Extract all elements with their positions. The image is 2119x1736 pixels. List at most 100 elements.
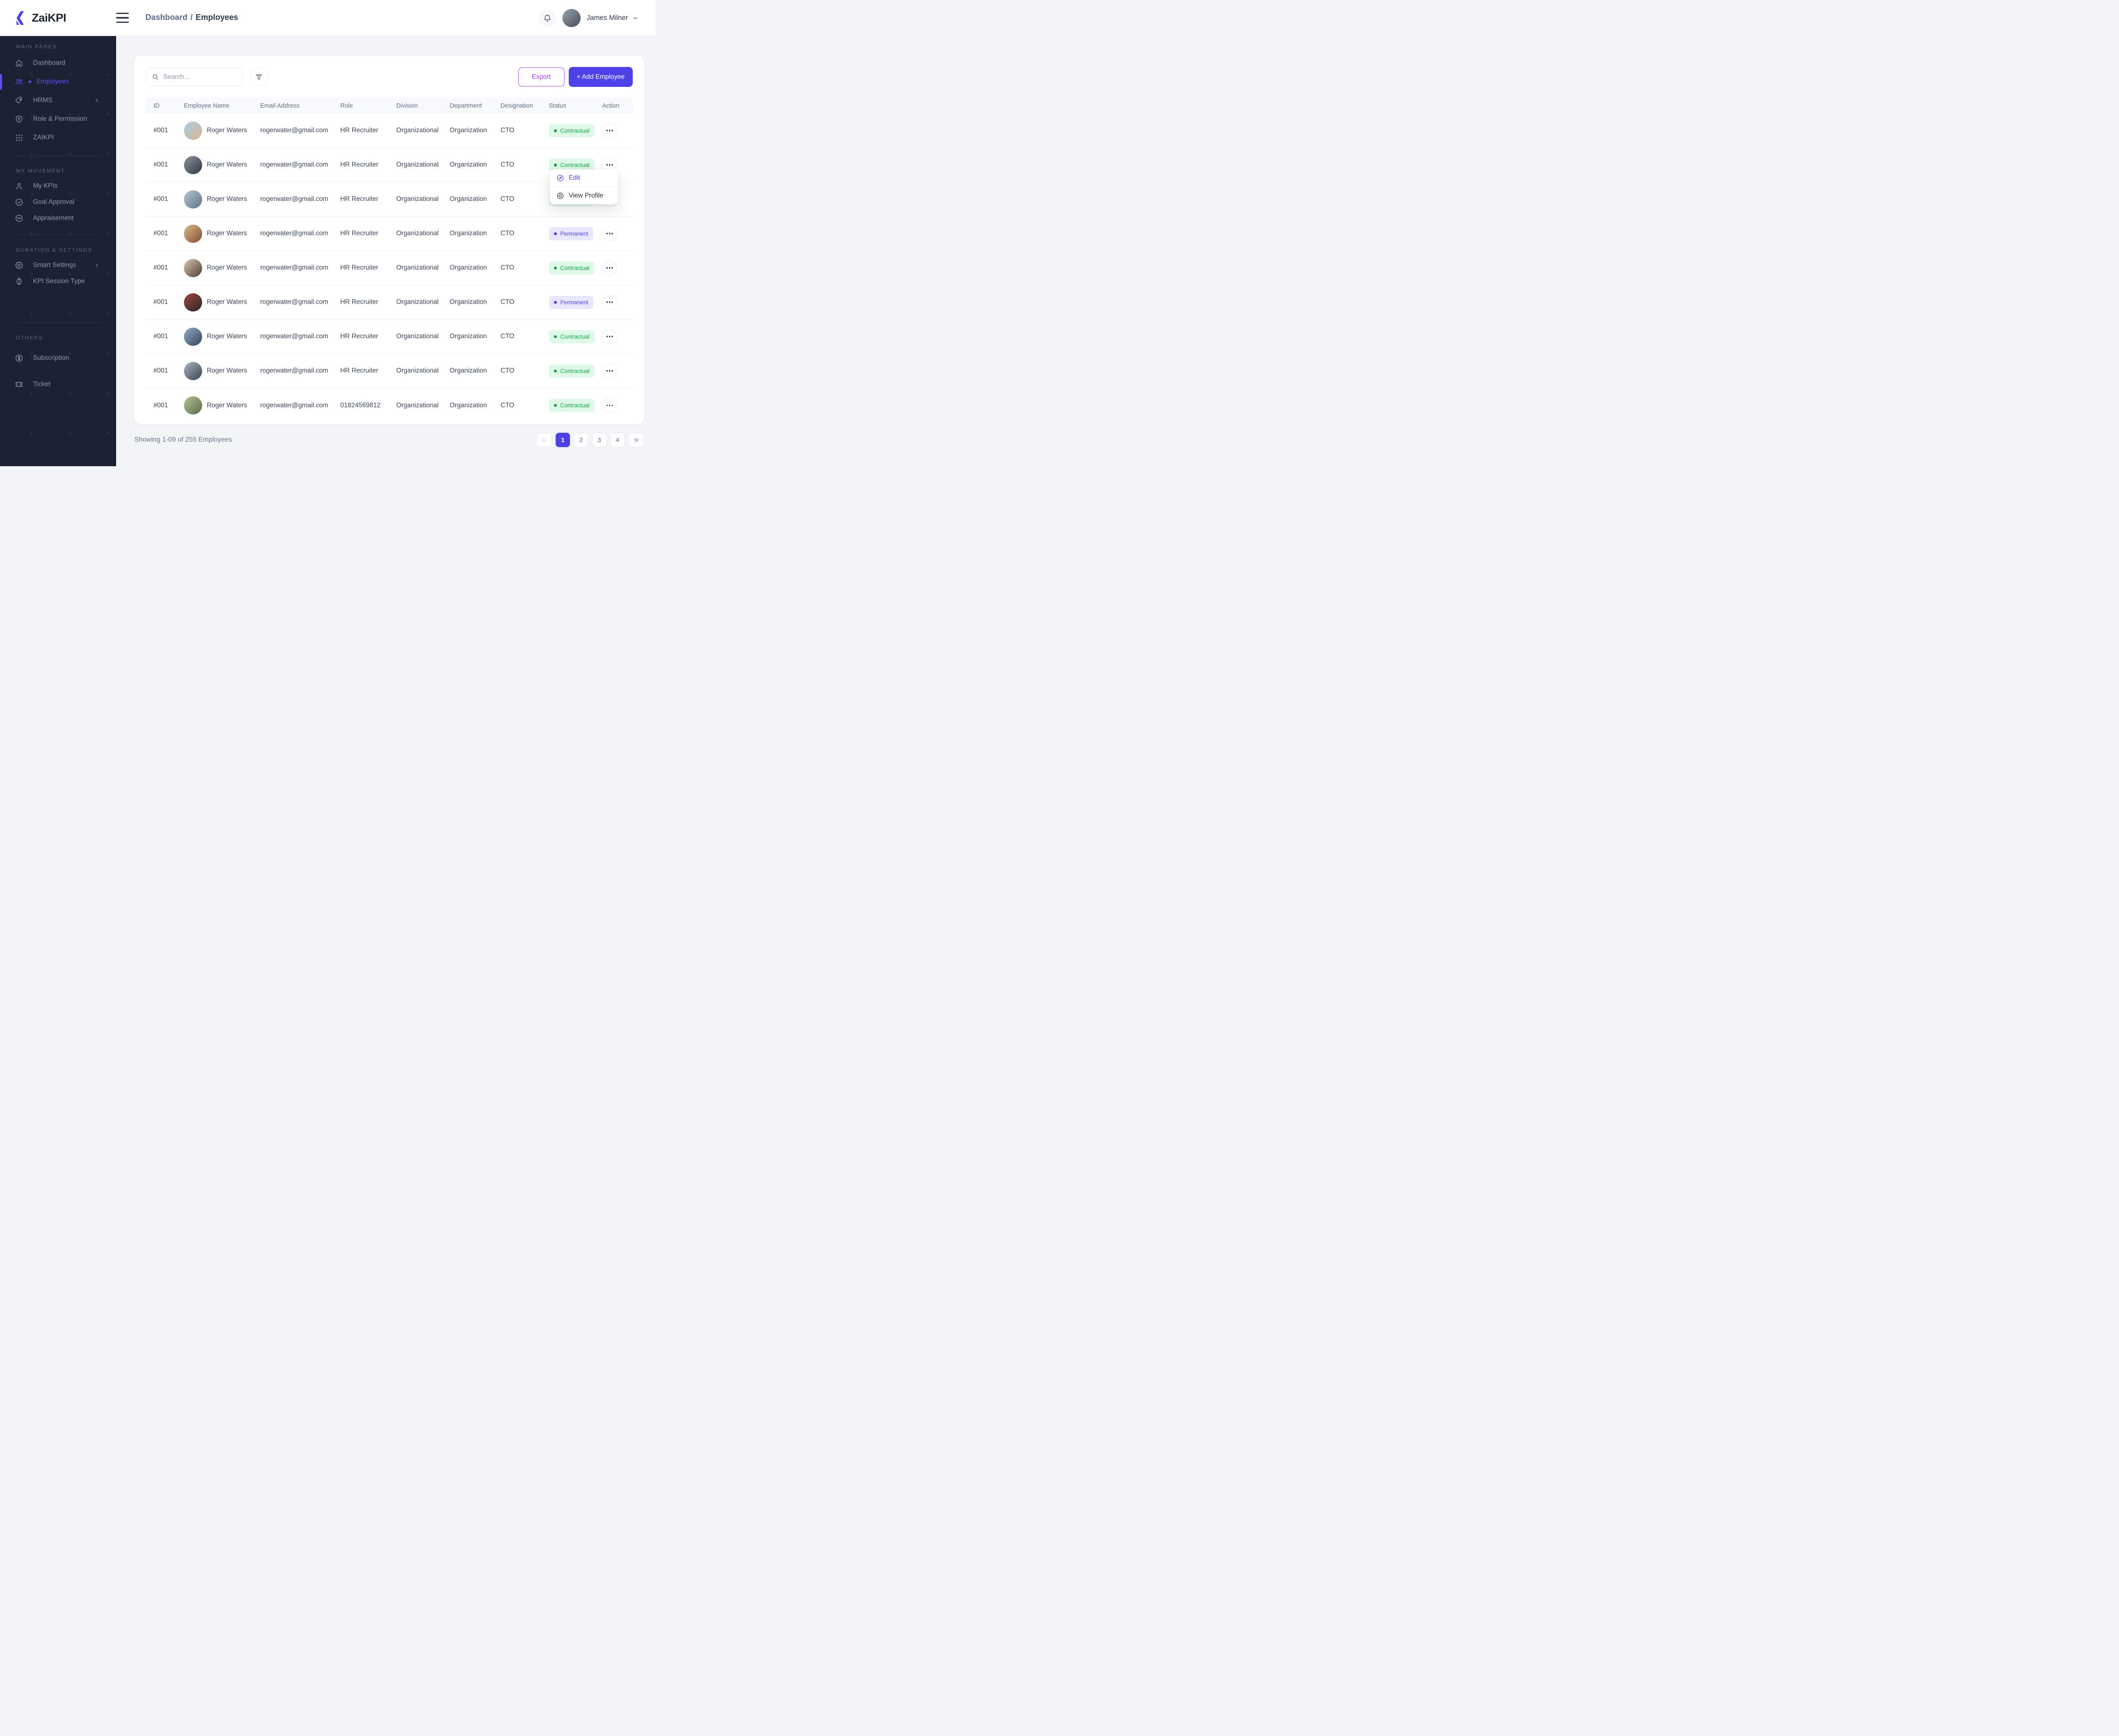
sidebar-item-zaikpi[interactable]: ZAIKPI — [0, 128, 116, 147]
first-page-button[interactable] — [536, 433, 552, 447]
employee-name: Roger Waters — [207, 401, 247, 409]
employee-name: Roger Waters — [207, 161, 247, 168]
sidebar-item-dashboard[interactable]: Dashboard — [0, 54, 116, 72]
cell-email: rogerwater@gmail.com — [260, 127, 328, 134]
sidebar: MAIN PAGES Dashboard Employees HRMS — [0, 36, 116, 466]
shield-icon — [16, 115, 22, 123]
breadcrumb-parent[interactable]: Dashboard — [145, 13, 188, 22]
cell-employee: Roger Waters — [184, 327, 260, 346]
user-avatar[interactable] — [562, 8, 581, 27]
sidebar-item-goal-approval[interactable]: Goal Approval — [0, 194, 116, 210]
menu-item-edit[interactable]: Edit — [550, 170, 618, 187]
cell-action — [602, 226, 633, 241]
sidebar-item-appraisement[interactable]: Appraisement — [0, 210, 116, 226]
status-dot — [554, 404, 557, 407]
cell-department: Organization — [450, 230, 487, 237]
home-icon — [16, 60, 22, 67]
table-row: #001 Roger Waters rogerwater@gmail.com 0… — [146, 388, 633, 423]
table-row: #001 Roger Waters rogerwater@gmail.com H… — [146, 114, 633, 148]
main-content: Export + Add Employee ID Employee Name Ema… — [116, 36, 656, 466]
status-dot — [554, 335, 557, 338]
row-actions-button[interactable] — [602, 398, 617, 413]
view-icon — [557, 192, 564, 199]
top-bar: ZaiKPI Dashboard / Employees James Milne… — [0, 0, 656, 36]
status-badge: Permanent — [549, 295, 594, 309]
export-button[interactable]: Export — [518, 67, 565, 86]
cell-role: HR Recruiter — [340, 367, 378, 374]
sidebar-item-label: Ticket — [33, 381, 50, 388]
cell-action — [602, 260, 633, 275]
cell-employee: Roger Waters — [184, 224, 260, 243]
breadcrumb-current: Employees — [195, 13, 238, 22]
menu-item-view-profile[interactable]: View Profile — [550, 187, 618, 204]
row-actions-button[interactable] — [602, 260, 617, 275]
cell-status: Permanent — [549, 295, 602, 309]
cell-role: 01824569812 — [340, 401, 381, 409]
cell-department: Organization — [450, 195, 487, 203]
last-page-button[interactable] — [628, 433, 644, 447]
cell-division: Organizational — [396, 298, 439, 306]
sidebar-item-smart-settings[interactable]: Smart Settings — [0, 257, 116, 273]
topbar-actions: James Milner — [538, 8, 656, 27]
page-button-4[interactable]: 4 — [610, 433, 625, 447]
sidebar-item-ticket[interactable]: Ticket — [0, 371, 116, 398]
add-employee-button[interactable]: + Add Employee — [568, 67, 633, 87]
cell-id: #001 — [153, 230, 168, 237]
status-badge: Contractual — [549, 399, 595, 412]
cell-action — [602, 123, 633, 138]
status-dot — [554, 369, 557, 373]
table-header: ID Employee Name Email Address Role Division… — [146, 98, 633, 114]
cell-status: Contractual — [549, 158, 602, 172]
tag-icon — [15, 97, 22, 103]
sidebar-item-label: Subscription — [33, 354, 70, 362]
page-button-1[interactable]: 1 — [556, 433, 570, 447]
sidebar-item-role-permission[interactable]: Role & Permission — [0, 110, 116, 128]
row-actions-button[interactable] — [602, 329, 617, 344]
row-action-menu: Edit View Profile — [550, 170, 618, 204]
sidebar-item-kpi-session-type[interactable]: KPI Session Type — [0, 273, 116, 289]
cell-email: rogerwater@gmail.com — [260, 401, 328, 409]
table-body: #001 Roger Waters rogerwater@gmail.com H… — [146, 114, 633, 423]
user-menu[interactable]: James Milner — [587, 14, 639, 22]
cell-department: Organization — [450, 127, 487, 134]
hamburger-icon[interactable] — [116, 13, 129, 23]
sidebar-section-label: OTHERS — [16, 335, 43, 341]
cell-role: HR Recruiter — [340, 298, 378, 306]
cell-employee: Roger Waters — [184, 259, 260, 277]
chevrons-left-icon — [542, 438, 546, 442]
employees-card: Export + Add Employee ID Employee Name Ema… — [134, 56, 644, 424]
cell-email: rogerwater@gmail.com — [260, 367, 328, 374]
sidebar-item-subscription[interactable]: Subscription — [0, 345, 116, 371]
sidebar-section-label: MY MOVEMENT — [16, 168, 65, 174]
column-header-division: Division — [396, 102, 418, 109]
sidebar-item-label: Smart Settings — [33, 262, 76, 269]
menu-item-label: Edit — [569, 174, 580, 181]
table-row: #001 Roger Waters rogerwater@gmail.com H… — [146, 320, 633, 354]
column-header-department: Department — [450, 102, 482, 109]
row-actions-button[interactable] — [602, 226, 617, 241]
cell-status: Contractual — [549, 261, 602, 275]
filter-button[interactable] — [250, 68, 268, 86]
row-actions-button[interactable] — [602, 363, 617, 378]
page-button-2[interactable]: 2 — [574, 433, 588, 447]
search-input[interactable] — [163, 73, 237, 81]
cell-role: HR Recruiter — [340, 195, 378, 203]
sidebar-item-my-kpis[interactable]: My KPIs — [0, 178, 116, 194]
cell-id: #001 — [153, 127, 168, 134]
column-header-status: Status — [549, 102, 567, 109]
row-actions-button[interactable] — [602, 123, 617, 138]
notifications-button[interactable] — [538, 9, 556, 27]
row-actions-button[interactable] — [602, 295, 617, 310]
cell-action — [602, 398, 633, 413]
employee-avatar — [184, 362, 202, 380]
employee-name: Roger Waters — [207, 127, 247, 134]
status-dot — [554, 266, 557, 270]
sidebar-item-hrms[interactable]: HRMS — [0, 91, 116, 110]
ticket-icon — [15, 382, 23, 387]
chevron-down-icon — [634, 17, 637, 19]
sidebar-section-label: MAIN PAGES — [16, 44, 57, 50]
page-button-3[interactable]: 3 — [592, 433, 606, 447]
cell-role: HR Recruiter — [340, 161, 378, 168]
sidebar-item-employees[interactable]: Employees — [0, 72, 116, 91]
